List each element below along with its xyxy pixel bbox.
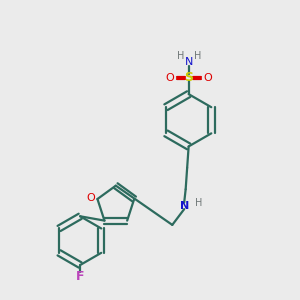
Text: O: O <box>166 73 174 83</box>
Text: H: H <box>195 198 202 208</box>
Text: N: N <box>184 57 193 67</box>
Text: N: N <box>180 201 189 211</box>
Text: S: S <box>184 71 193 84</box>
Text: O: O <box>86 193 95 203</box>
Text: H: H <box>194 51 201 61</box>
Text: O: O <box>203 73 212 83</box>
Text: F: F <box>76 270 84 284</box>
Text: H: H <box>177 51 184 61</box>
